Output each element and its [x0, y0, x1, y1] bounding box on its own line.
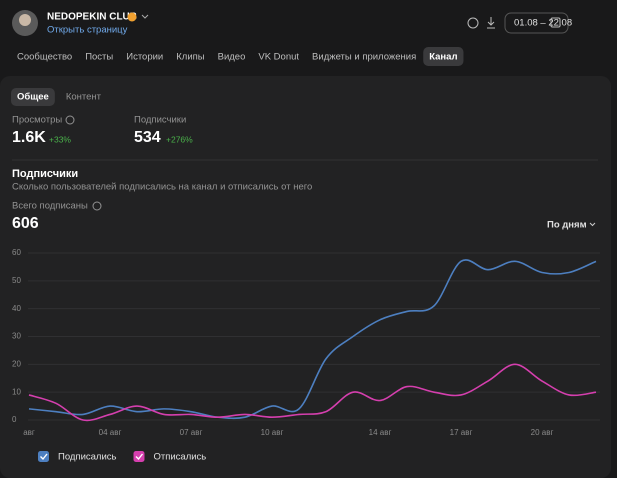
help-icon[interactable] — [467, 17, 479, 29]
checkmark — [135, 453, 144, 461]
y-tick-label: 20 — [12, 359, 21, 368]
period-select[interactable]: По дням — [547, 220, 587, 231]
stat-value: 1.6K — [12, 129, 46, 146]
card — [0, 76, 611, 478]
tab[interactable]: Видео — [218, 52, 246, 63]
checkmark — [40, 453, 48, 461]
tab[interactable]: Виджеты и приложения — [312, 52, 416, 63]
legend-checkbox[interactable] — [38, 451, 49, 462]
x-tick-label: 17 авг — [450, 428, 473, 437]
section-title: Подписчики — [12, 168, 78, 180]
tab-active — [423, 47, 464, 66]
y-tick-label: 40 — [12, 304, 21, 313]
y-tick-label: 50 — [12, 276, 21, 285]
tab[interactable]: Канал — [429, 52, 457, 63]
total-value: 606 — [12, 215, 39, 232]
x-tick-label: авг — [23, 428, 35, 437]
tab[interactable]: Посты — [85, 52, 113, 63]
tab[interactable]: VK Donut — [258, 52, 299, 63]
section-subtitle: Сколько пользователей подписались на кан… — [12, 182, 312, 193]
stat-change: +33% — [49, 134, 71, 144]
legend-label[interactable]: Отписались — [153, 452, 206, 463]
chevron[interactable] — [141, 14, 149, 19]
chevron — [589, 222, 596, 227]
y-tick-label: 30 — [12, 332, 21, 341]
calendar-icon — [550, 17, 561, 28]
series-line — [28, 363, 597, 422]
chart: 0 10 20 30 40 50 60 авг 04 авг 07 авг 10 авг 14 авг… — [12, 248, 600, 463]
subtab-active — [11, 88, 55, 106]
y-tick-label: 10 — [12, 387, 21, 396]
y-tick-label: 60 — [12, 248, 21, 257]
info-icon — [92, 201, 102, 211]
x-tick-label: 07 авг — [180, 428, 203, 437]
date-picker[interactable] — [504, 12, 569, 34]
open-page-link[interactable]: Открыть страницу — [47, 25, 128, 36]
date-range: 01.08 – 22.08 — [514, 18, 572, 29]
stat-change: +276% — [166, 134, 193, 144]
x-tick-label: 10 авг — [261, 428, 284, 437]
tab[interactable]: Сообщество — [17, 52, 72, 63]
x-tick-label: 04 авг — [99, 428, 122, 437]
subtabs: Общее Контент — [11, 88, 102, 106]
legend-checkbox[interactable] — [133, 451, 145, 462]
series-line — [28, 259, 597, 420]
stat-value: 534 — [134, 129, 161, 146]
tab[interactable]: Истории — [126, 52, 163, 63]
community-title[interactable]: NEDOPEKIN CLUB — [47, 12, 137, 23]
stat-label: Подписчики — [134, 115, 186, 126]
stat-label: Просмотры — [12, 115, 62, 126]
avatar-face — [19, 14, 31, 26]
x-tick-label: 20 авг — [531, 428, 554, 437]
tabs: Сообщество Посты Истории Клипы Видео VK Donut… — [17, 47, 464, 66]
tab[interactable]: Клипы — [176, 52, 205, 63]
info-icon — [65, 115, 75, 125]
badge — [127, 12, 137, 22]
total-label: Всего подписаны — [12, 201, 88, 212]
download-icon[interactable] — [487, 17, 495, 29]
legend-label[interactable]: Подписались — [58, 452, 117, 463]
subtab[interactable]: Контент — [66, 92, 102, 103]
subtab[interactable]: Общее — [17, 92, 49, 103]
y-tick-label: 0 — [12, 415, 17, 424]
x-tick-label: 14 авг — [369, 428, 392, 437]
